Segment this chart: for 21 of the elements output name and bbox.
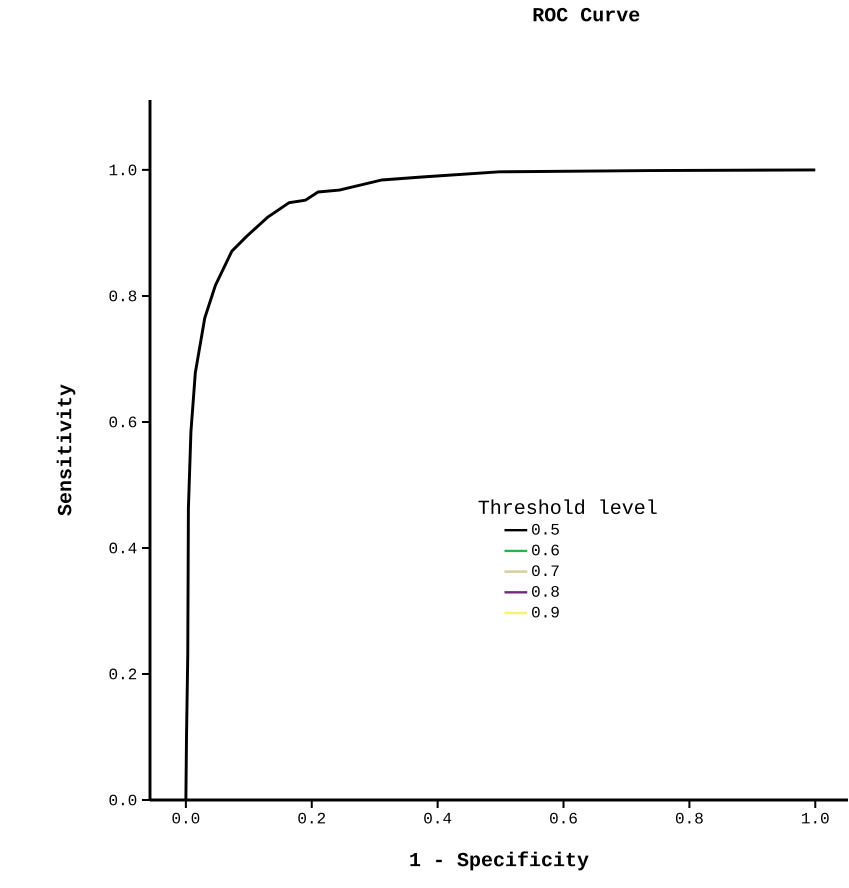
legend-label: 0.7 xyxy=(532,565,559,576)
x-tick-label: 0.0 xyxy=(172,812,200,824)
legend-label: 0.5 xyxy=(532,524,559,535)
y-tick-label: 0.8 xyxy=(109,290,136,302)
y-tick-label: 0.4 xyxy=(109,542,136,554)
y-tick-label: 0.2 xyxy=(109,668,136,680)
legend-label: 0.8 xyxy=(532,586,559,597)
x-axis-title: 1 - Specificity xyxy=(410,851,589,870)
y-tick-label: 0.6 xyxy=(109,416,136,428)
y-tick-label: 0.0 xyxy=(109,794,136,806)
y-tick-label: 1.0 xyxy=(110,164,136,176)
legend-label: 0.9 xyxy=(532,606,559,618)
chart-title: ROC Curve xyxy=(534,8,640,22)
x-tick-label: 0.8 xyxy=(676,812,703,824)
x-tick-label: 0.6 xyxy=(550,812,577,824)
x-tick-label: 0.2 xyxy=(298,812,326,824)
x-tick-label: 1.0 xyxy=(802,812,829,824)
y-axis-title: Sensitivity xyxy=(56,384,76,516)
x-tick-label: 0.4 xyxy=(424,812,452,824)
legend-title: Threshold level xyxy=(478,499,657,514)
legend-label: 0.6 xyxy=(532,544,559,556)
